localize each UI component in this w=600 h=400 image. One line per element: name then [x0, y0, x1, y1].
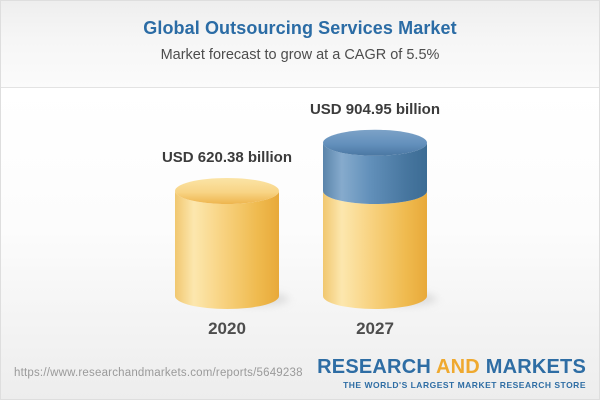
value-label-2027: USD 904.95 billion [309, 100, 441, 118]
logo-tagline: THE WORLD'S LARGEST MARKET RESEARCH STOR… [343, 379, 586, 390]
cylinder-2020-top-face [175, 177, 279, 204]
chart-area [1, 89, 599, 399]
report-url: https://www.researchandmarkets.com/repor… [14, 367, 303, 379]
cylinder-2027-base-segment [323, 190, 427, 309]
logo-word-markets: MARKETS [485, 355, 586, 378]
cylinder-2027-growth-segment [323, 142, 427, 204]
value-label-2020: USD 620.38 billion [161, 148, 293, 166]
logo-word-research: RESEARCH [317, 355, 431, 378]
cylinder-2020-body [175, 190, 279, 309]
footer: https://www.researchandmarkets.com/repor… [1, 347, 599, 399]
header: Global Outsourcing Services Market Marke… [1, 1, 599, 88]
category-label-2020: 2020 [208, 319, 246, 338]
page-title: Global Outsourcing Services Market [143, 18, 457, 38]
researchandmarkets-logo: RESEARCH AND MARKETS THE WORLD'S LARGEST… [317, 357, 586, 390]
logo-wordmark: RESEARCH AND MARKETS [317, 357, 586, 377]
category-label-2027: 2027 [356, 319, 394, 338]
cylinder-2027-top-face [323, 129, 427, 156]
page-subtitle: Market forecast to grow at a CAGR of 5.5… [160, 47, 440, 63]
cylinder-chart [175, 129, 437, 309]
logo-word-and: AND [436, 355, 480, 378]
